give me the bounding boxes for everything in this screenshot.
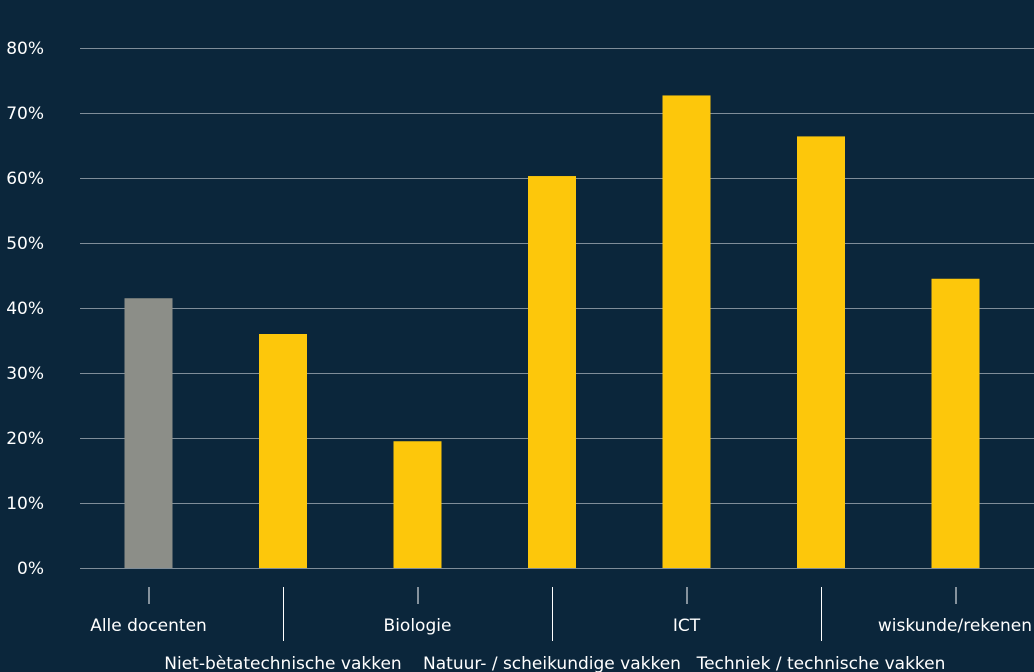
- bar: [662, 95, 711, 568]
- y-tick-label: 80%: [6, 39, 44, 59]
- bar: [259, 334, 307, 568]
- bar: [528, 176, 576, 569]
- y-tick-label: 10%: [6, 494, 44, 514]
- x-category-label: Alle docenten: [90, 616, 207, 636]
- bar: [393, 441, 442, 568]
- x-category-label: wiskunde/rekenen: [878, 616, 1032, 636]
- y-tick-label: 50%: [6, 234, 44, 254]
- bars: [124, 95, 980, 569]
- x-category-label: ICT: [673, 616, 701, 636]
- x-category-label: Biologie: [384, 616, 452, 636]
- x-category-label: Techniek / technische vakken: [696, 654, 946, 672]
- bar: [124, 298, 173, 568]
- y-tick-label: 60%: [6, 169, 44, 189]
- y-tick-label: 70%: [6, 104, 44, 124]
- y-tick-label: 30%: [6, 364, 44, 384]
- y-axis-tick-labels: 0% 10% 20% 30% 40% 50% 60% 70% 80%: [6, 39, 44, 579]
- bar: [931, 278, 980, 568]
- y-tick-label: 40%: [6, 299, 44, 319]
- bar: [797, 136, 845, 568]
- x-axis: Alle docenten Niet-bètatechnische vakken B…: [90, 587, 1032, 672]
- x-category-label: Niet-bètatechnische vakken: [164, 654, 401, 672]
- y-tick-label: 20%: [6, 429, 44, 449]
- y-tick-label: 0%: [17, 559, 44, 579]
- x-category-label: Natuur- / scheikundige vakken: [423, 654, 681, 672]
